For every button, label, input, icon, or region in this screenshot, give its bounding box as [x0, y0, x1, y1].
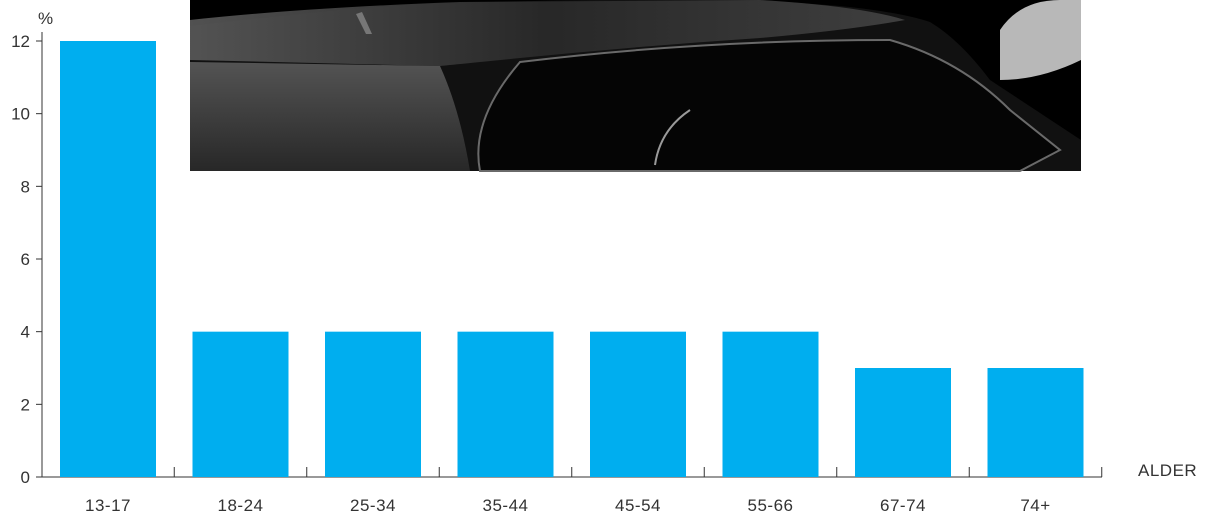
y-tick-label: 8 [21, 177, 30, 196]
x-ticks [173, 467, 1103, 477]
x-axis-title: ALDER [1138, 461, 1197, 480]
bar-18-24 [192, 331, 289, 477]
y-tick-label: 2 [21, 395, 30, 414]
y-tick-label: 12 [11, 32, 30, 51]
category-labels: 13-17 18-24 25-34 35-44 45-54 55-66 67-74 74+ [85, 496, 1050, 515]
windshield-reflection [190, 62, 470, 171]
x-category-label: 18-24 [218, 496, 264, 515]
window-reflection-line [654, 109, 691, 166]
bars [60, 41, 1084, 477]
roof-highlight [190, 0, 905, 66]
y-tick-label: 6 [21, 250, 30, 269]
x-category-label: 13-17 [85, 496, 131, 515]
y-tick-label: 10 [11, 105, 30, 124]
background-object [1000, 0, 1081, 80]
car-photo-image [190, 0, 1081, 172]
x-category-label: 45-54 [615, 496, 661, 515]
x-category-label: 74+ [1020, 496, 1050, 515]
bar-13-17 [60, 41, 156, 477]
y-axis-title: % [38, 9, 54, 28]
x-category-label: 35-44 [483, 496, 529, 515]
y-tick-label: 4 [21, 323, 30, 342]
x-category-label: 25-34 [350, 496, 396, 515]
bar-45-54 [590, 331, 686, 477]
antenna [356, 12, 372, 34]
bar-35-44 [457, 331, 554, 477]
x-category-label: 55-66 [748, 496, 794, 515]
bar-67-74 [855, 368, 951, 477]
y-ticks: 0 2 4 6 8 10 12 [11, 32, 42, 487]
x-category-label: 67-74 [880, 496, 926, 515]
y-tick-label: 0 [21, 468, 30, 487]
bar-55-66 [722, 331, 819, 477]
bar-74+ [987, 368, 1084, 477]
bar-25-34 [325, 331, 421, 477]
side-window [477, 38, 1062, 172]
